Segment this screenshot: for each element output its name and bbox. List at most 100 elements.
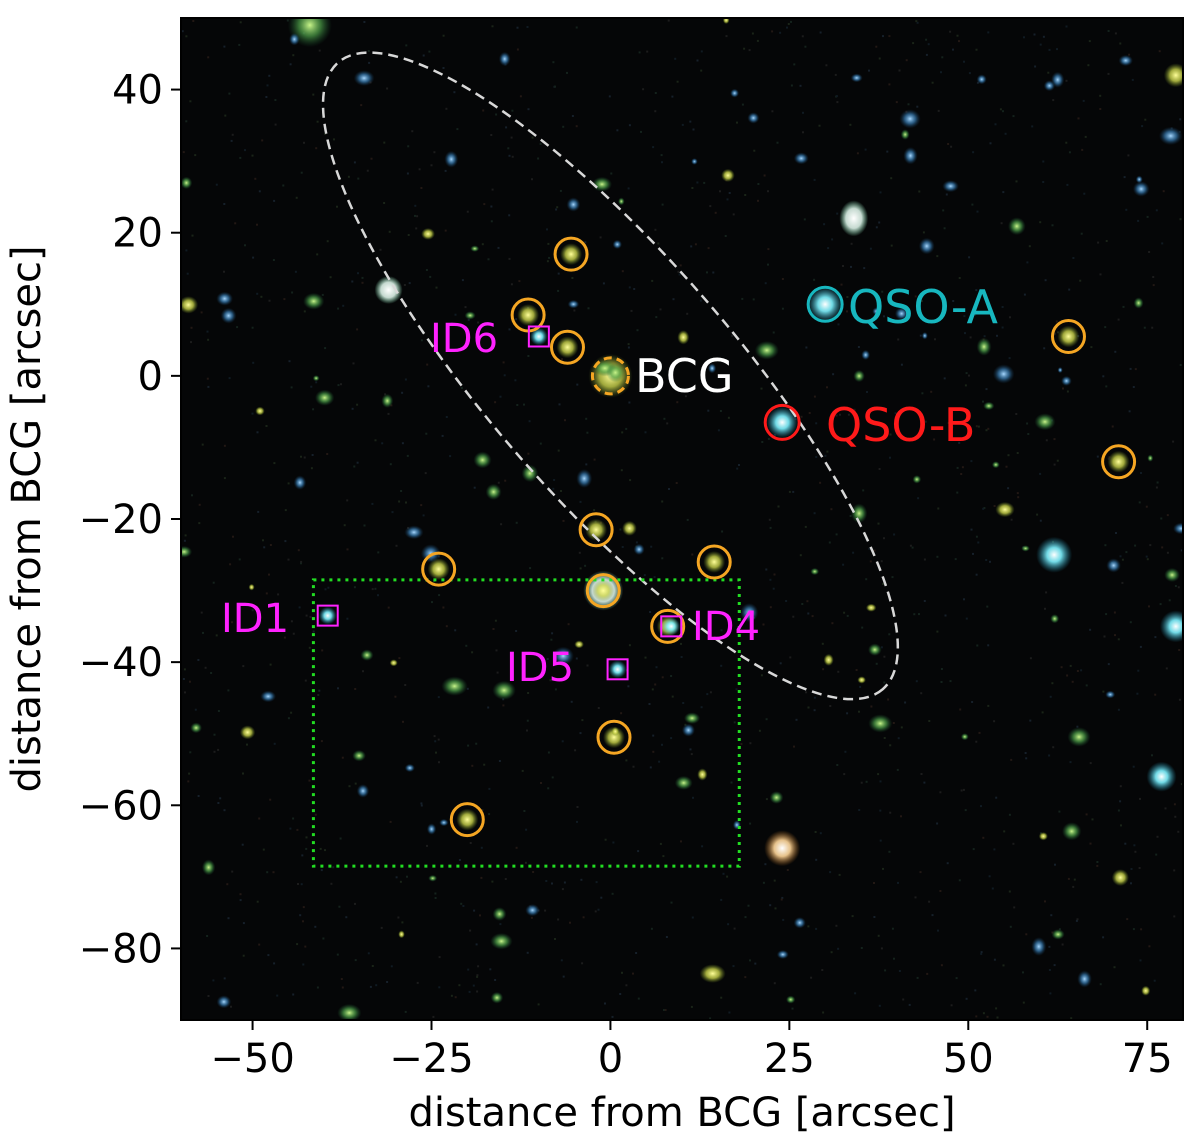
noise-pixel	[581, 962, 584, 965]
noise-pixel	[318, 689, 321, 692]
noise-pixel	[883, 737, 886, 739]
noise-pixel	[1132, 928, 1135, 931]
noise-pixel	[774, 907, 777, 910]
noise-pixel	[978, 731, 981, 734]
sky-source	[1061, 822, 1082, 841]
noise-pixel	[490, 134, 493, 136]
noise-pixel	[324, 588, 327, 591]
noise-pixel	[353, 465, 356, 468]
noise-pixel	[781, 278, 784, 280]
sky-source	[1051, 929, 1065, 940]
noise-pixel	[182, 151, 185, 154]
noise-pixel	[621, 270, 624, 273]
noise-pixel	[1009, 925, 1012, 928]
noise-pixel	[707, 409, 710, 412]
y-tick-label: −80	[79, 926, 163, 972]
noise-pixel	[523, 810, 526, 812]
noise-pixel	[946, 862, 949, 865]
noise-pixel	[546, 260, 549, 263]
noise-pixel	[754, 962, 757, 965]
noise-pixel	[1158, 50, 1161, 53]
sky-source	[181, 545, 193, 558]
noise-pixel	[709, 691, 712, 694]
noise-pixel	[318, 49, 321, 52]
sky-source	[1106, 558, 1121, 573]
noise-pixel	[289, 63, 292, 66]
noise-pixel	[654, 92, 657, 94]
noise-pixel	[854, 992, 857, 995]
noise-pixel	[1084, 135, 1087, 138]
noise-pixel	[300, 562, 302, 565]
noise-pixel	[268, 573, 270, 576]
noise-pixel	[317, 694, 320, 696]
noise-pixel	[381, 442, 384, 445]
noise-pixel	[665, 936, 668, 938]
noise-pixel	[1008, 890, 1011, 893]
noise-pixel	[892, 722, 895, 724]
noise-pixel	[234, 222, 237, 225]
noise-pixel	[654, 228, 657, 231]
noise-pixel	[1144, 118, 1147, 121]
noise-pixel	[304, 679, 307, 682]
noise-pixel	[322, 937, 325, 940]
noise-pixel	[1178, 649, 1181, 651]
noise-pixel	[1058, 810, 1061, 813]
noise-pixel	[508, 328, 511, 331]
noise-pixel	[370, 157, 373, 160]
noise-pixel	[518, 280, 521, 283]
y-tick-label: 40	[112, 68, 163, 114]
noise-pixel	[888, 850, 891, 853]
noise-pixel	[388, 230, 391, 233]
noise-pixel	[252, 256, 255, 259]
sky-source	[674, 775, 693, 790]
noise-pixel	[361, 281, 364, 284]
noise-pixel	[689, 120, 692, 123]
noise-pixel	[939, 890, 942, 892]
member-circle	[596, 719, 632, 755]
noise-pixel	[348, 785, 351, 788]
dashed-ellipse	[321, 51, 900, 701]
noise-pixel	[928, 720, 931, 722]
noise-pixel	[251, 154, 254, 157]
noise-pixel	[684, 395, 687, 398]
noise-pixel	[963, 598, 965, 601]
noise-pixel	[744, 976, 747, 979]
noise-pixel	[1152, 284, 1155, 287]
noise-pixel	[442, 67, 445, 69]
noise-pixel	[213, 733, 216, 736]
sky-source	[976, 74, 987, 85]
noise-pixel	[284, 540, 287, 543]
noise-pixel	[674, 57, 677, 60]
noise-pixel	[696, 59, 699, 62]
noise-pixel	[516, 48, 519, 51]
noise-pixel	[904, 701, 907, 704]
noise-pixel	[730, 781, 733, 784]
noise-pixel	[915, 680, 918, 683]
noise-pixel	[688, 388, 691, 390]
noise-pixel	[1007, 454, 1010, 457]
noise-pixel	[846, 296, 849, 298]
noise-pixel	[230, 139, 233, 142]
noise-pixel	[339, 837, 342, 840]
noise-pixel	[1033, 33, 1036, 36]
noise-pixel	[1085, 813, 1088, 816]
noise-pixel	[268, 74, 271, 77]
sky-source	[260, 690, 277, 703]
noise-pixel	[651, 279, 654, 282]
noise-pixel	[965, 372, 968, 375]
noise-pixel	[975, 573, 978, 576]
noise-pixel	[821, 969, 824, 971]
noise-pixel	[956, 491, 959, 494]
noise-pixel	[282, 184, 285, 187]
noise-pixel	[1133, 844, 1136, 847]
noise-pixel	[511, 109, 514, 112]
noise-pixel	[985, 429, 988, 432]
noise-pixel	[835, 95, 838, 98]
noise-pixel	[386, 87, 389, 90]
sky-source	[289, 32, 300, 46]
noise-pixel	[1139, 797, 1141, 800]
noise-pixel	[181, 30, 184, 33]
noise-pixel	[450, 322, 453, 325]
noise-pixel	[1001, 306, 1004, 308]
sky-source	[691, 158, 698, 165]
